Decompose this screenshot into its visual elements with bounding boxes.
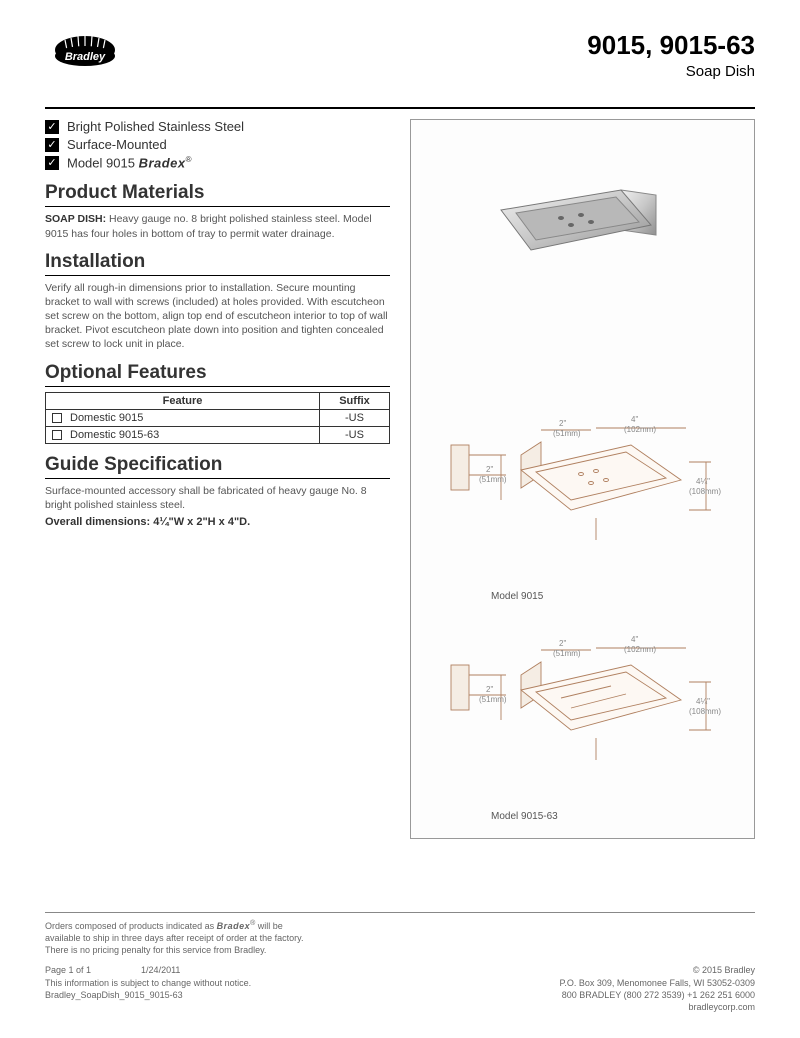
svg-text:2": 2" [559,639,566,648]
table-header-suffix: Suffix [320,392,390,409]
header-rule [45,107,755,109]
svg-text:4¼": 4¼" [696,477,710,486]
feature-cell: Domestic 9015-63 [70,429,159,441]
footer-page: Page 1 of 1 [45,964,91,976]
diagram-label: Model 9015 [491,591,731,602]
section-guide-title: Guide Specification [45,454,390,479]
svg-text:(102mm): (102mm) [624,425,656,434]
svg-text:(51mm): (51mm) [553,429,581,438]
footer-notice: This information is subject to change wi… [45,978,251,988]
title-area: 9015, 9015-63 Soap Dish [587,30,755,80]
svg-text:(51mm): (51mm) [479,695,507,704]
footer-left: Page 1 of 1 1/24/2011 This information i… [45,964,251,1013]
feature-cell: Domestic 9015 [70,412,143,424]
footer-rule [45,912,755,913]
footer-right: © 2015 Bradley P.O. Box 309, Menomonee F… [560,964,755,1013]
check-label: Bright Polished Stainless Steel [67,119,244,134]
check-item: ✓ Model 9015 Bradex® [45,155,390,170]
brand-logo: Bradley [45,30,135,95]
footer-docid: Bradley_SoapDish_9015_9015-63 [45,990,183,1000]
optional-features-table: Feature Suffix Domestic 9015 -US Domesti… [45,392,390,444]
svg-text:2": 2" [486,465,493,474]
checkmark-icon: ✓ [45,138,59,152]
checkmark-icon: ✓ [45,120,59,134]
checkbox-empty-icon [52,430,62,440]
diagram-label: Model 9015-63 [491,811,731,822]
table-row: Domestic 9015-63 -US [46,426,390,443]
product-photo [471,140,681,290]
svg-text:2": 2" [559,419,566,428]
table-header-feature: Feature [46,392,320,409]
footer-date: 1/24/2011 [141,964,180,976]
section-materials-title: Product Materials [45,182,390,207]
suffix-cell: -US [320,409,390,426]
materials-label: SOAP DISH: [45,213,106,225]
svg-text:Bradley: Bradley [65,51,106,63]
header: Bradley 9015, 9015-63 Soap Dish [45,30,755,95]
check-label: Model 9015 Bradex® [67,155,192,170]
diagram-model-9015: 2" (51mm) 4" (102mm) 2" (51mm) 4¼" (108m… [431,400,731,602]
overall-dimensions: Overall dimensions: 4¼"W x 2"H x 4"D. [45,516,390,528]
feature-checklist: ✓ Bright Polished Stainless Steel ✓ Surf… [45,119,390,170]
svg-text:(108mm): (108mm) [689,487,721,496]
svg-text:(51mm): (51mm) [479,475,507,484]
checkmark-icon: ✓ [45,156,59,170]
footer-bradex-note: Orders composed of products indicated as… [45,919,305,956]
footer-copyright: © 2015 Bradley [693,965,755,975]
svg-text:4": 4" [631,635,638,644]
svg-text:(51mm): (51mm) [553,649,581,658]
left-column: ✓ Bright Polished Stainless Steel ✓ Surf… [45,119,390,839]
footer-address: P.O. Box 309, Menomonee Falls, WI 53052-… [560,978,755,988]
diagram-model-9015-63: 2" (51mm) 4" (102mm) 2" (51mm) 4¼" (108m… [431,620,731,822]
table-row: Domestic 9015 -US [46,409,390,426]
svg-text:4¼": 4¼" [696,697,710,706]
materials-text: SOAP DISH: Heavy gauge no. 8 bright poli… [45,212,390,240]
svg-text:2": 2" [486,685,493,694]
section-installation-title: Installation [45,251,390,276]
suffix-cell: -US [320,426,390,443]
footer: Orders composed of products indicated as… [45,912,755,1013]
section-optional-title: Optional Features [45,362,390,387]
installation-text: Verify all rough-in dimensions prior to … [45,281,390,352]
product-name: Soap Dish [587,63,755,80]
svg-text:(102mm): (102mm) [624,645,656,654]
content-area: ✓ Bright Polished Stainless Steel ✓ Surf… [45,119,755,839]
footer-phone: 800 BRADLEY (800 272 3539) +1 262 251 60… [562,990,755,1000]
svg-text:4": 4" [631,415,638,424]
check-item: ✓ Bright Polished Stainless Steel [45,119,390,134]
check-label: Surface-Mounted [67,137,167,152]
footer-web: bradleycorp.com [688,1002,755,1012]
check-item: ✓ Surface-Mounted [45,137,390,152]
diagram-panel: 2" (51mm) 4" (102mm) 2" (51mm) 4¼" (108m… [410,119,755,839]
svg-text:(108mm): (108mm) [689,707,721,716]
guide-text: Surface-mounted accessory shall be fabri… [45,484,390,512]
checkbox-empty-icon [52,413,62,423]
model-number: 9015, 9015-63 [587,30,755,61]
